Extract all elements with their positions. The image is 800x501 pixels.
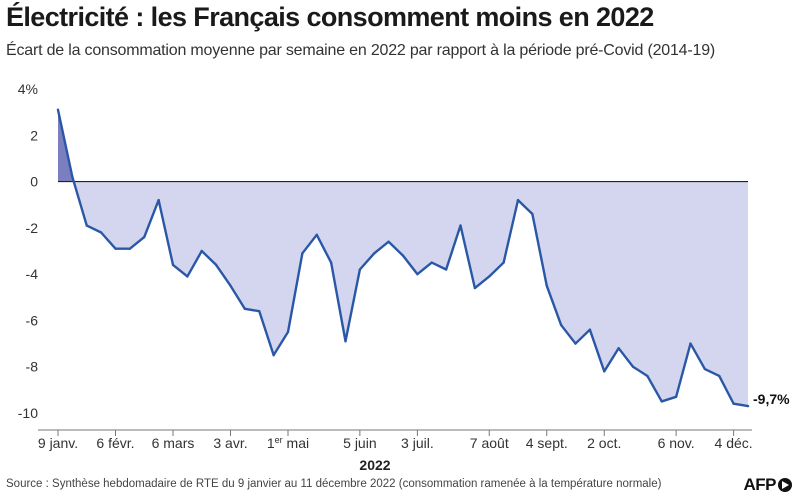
data-point [344, 340, 347, 343]
y-tick-label: 0 [30, 174, 38, 190]
data-point [703, 367, 707, 371]
chart-subtitle: Écart de la consommation moyenne par sem… [6, 42, 716, 59]
y-tick-label: -10 [18, 405, 38, 421]
data-point [99, 231, 103, 234]
data-point [732, 402, 735, 405]
data-point [718, 374, 721, 378]
data-point [430, 261, 433, 264]
data-point [171, 263, 175, 267]
chart-title: Électricité : les Français consomment mo… [6, 2, 654, 32]
y-tick-label: 2 [30, 127, 38, 143]
x-tick-label: 1er mai [267, 435, 309, 451]
logo-play-icon [778, 478, 792, 492]
y-tick-label: -8 [26, 359, 39, 375]
data-point [401, 254, 405, 257]
data-point [502, 261, 505, 264]
x-tick-label: 5 juin [343, 435, 376, 451]
y-tick-label: -6 [26, 312, 39, 328]
data-point [617, 347, 620, 350]
x-tick-label: 4 déc. [715, 435, 753, 451]
y-tick-label: -2 [26, 220, 39, 236]
data-point [56, 108, 60, 112]
data-point [272, 353, 275, 357]
data-point [186, 275, 189, 278]
x-tick-label: 6 févr. [96, 435, 134, 451]
data-point [71, 175, 74, 179]
data-point [200, 249, 203, 253]
data-point [603, 370, 606, 373]
data-point [114, 247, 117, 250]
data-point [157, 198, 160, 202]
data-point [387, 240, 390, 243]
data-point [674, 395, 678, 398]
x-tick-label: 6 nov. [658, 435, 695, 451]
data-point [588, 328, 592, 331]
negative-area [72, 181, 748, 407]
x-tick-label: 6 mars [152, 435, 195, 451]
x-tick-label: 2 oct. [587, 435, 621, 451]
data-point [660, 400, 663, 403]
data-point [531, 212, 534, 216]
data-point [516, 198, 520, 202]
data-point [229, 284, 232, 287]
x-tick-label: 4 sept. [526, 435, 568, 451]
data-point [315, 233, 318, 236]
data-point [559, 323, 563, 327]
data-point [473, 286, 477, 290]
data-point [373, 252, 376, 255]
end-value-label: -9,7% [753, 391, 790, 407]
data-point [689, 342, 692, 345]
data-point [143, 235, 146, 239]
data-point [646, 374, 649, 378]
x-axis-title: 2022 [359, 457, 390, 473]
afp-logo: AFP [743, 475, 792, 495]
data-point [631, 365, 635, 368]
x-tick-label: 7 août [470, 435, 509, 451]
data-point [214, 263, 218, 267]
x-tick-label: 3 juil. [401, 435, 434, 451]
source-note: Source : Synthèse hebdomadaire de RTE du… [6, 478, 662, 490]
x-tick-label: 3 avr. [213, 435, 247, 451]
data-point [286, 330, 290, 334]
y-tick-label: 4% [18, 81, 38, 97]
data-point [243, 307, 247, 311]
data-point [444, 268, 448, 271]
data-point [574, 342, 577, 345]
data-point [416, 272, 419, 276]
data-point [746, 404, 750, 408]
data-point [329, 261, 333, 264]
data-point [128, 247, 132, 250]
logo-text: AFP [743, 475, 777, 494]
data-point [85, 224, 88, 227]
data-point [301, 252, 304, 255]
data-point [459, 224, 462, 227]
data-point [545, 284, 548, 287]
y-tick-label: -4 [26, 266, 39, 282]
data-point [258, 309, 261, 313]
x-tick-label: 9 janv. [38, 435, 78, 451]
data-point [358, 268, 362, 271]
data-point [488, 275, 491, 278]
